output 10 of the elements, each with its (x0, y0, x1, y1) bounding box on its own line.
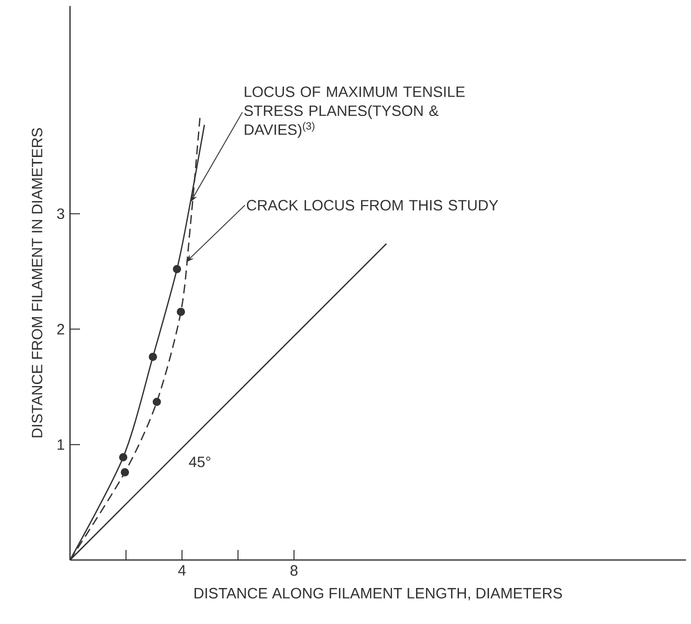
annotation: 45° (188, 456, 210, 468)
y-tick-label: 1 (58, 439, 64, 450)
y-tick-label: 2 (57, 324, 64, 334)
y-tick-label: 3 (57, 208, 64, 220)
annotation: LOCUS OF MAXIMUM TENSILE STRESS PLANES(TYSON & DAVIES)$^{(3)}$ (244, 86, 465, 138)
x-tick-label: 8 (290, 565, 298, 576)
y-axis-title: DISTANCE FROM FILAMENT IN DIAMETERS (32, 128, 42, 438)
annotation: CRACK LOCUS FROM THIS STUDY (246, 200, 498, 210)
x-axis-title: DISTANCE ALONG FILAMENT LENGTH, DIAMETERS (194, 588, 562, 600)
x-tick-label: 4 (178, 565, 186, 576)
